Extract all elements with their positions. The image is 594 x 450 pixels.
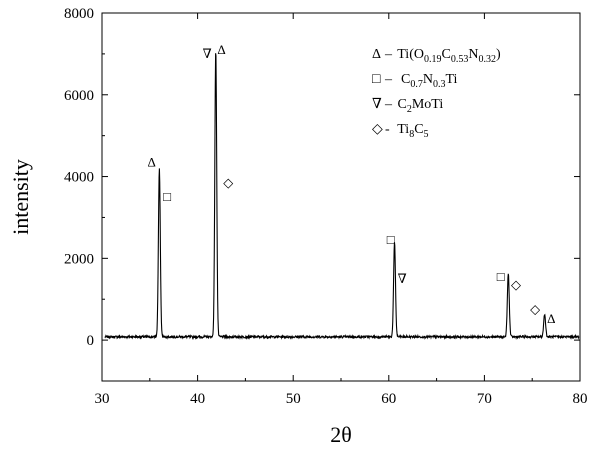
legend-label: C2MoTi: [394, 97, 443, 115]
legend-text-part: C: [441, 47, 450, 62]
legend-dash: –: [384, 97, 393, 112]
peak-marker: □: [497, 269, 505, 284]
legend-dash: –: [384, 47, 393, 62]
legend-subscript: 0.3: [433, 79, 446, 90]
legend-subscript: 2: [407, 104, 412, 115]
legend-dash: -: [385, 122, 390, 137]
legend-entry: □ – C0.7N0.3Ti: [372, 72, 458, 90]
legend-text-part: Ti: [394, 122, 409, 137]
axis-ticks: [101, 12, 581, 382]
y-tick-label: 0: [87, 333, 95, 349]
series-line: [104, 53, 580, 341]
legend-text-part: MoTi: [412, 97, 444, 112]
legend-subscript: 0.7: [410, 79, 423, 90]
peak-marker: ∇: [203, 46, 212, 61]
x-tick-label: 60: [381, 391, 396, 407]
legend-symbol: □: [372, 72, 381, 87]
y-axis-label: intensity: [8, 159, 33, 235]
peak-marker: Δ: [217, 42, 225, 57]
legend: Δ – Ti(O0.19C0.53N0.32)□ – C0.7N0.3Ti∇ – C2…: [372, 47, 501, 140]
peak-marker: □: [163, 189, 171, 204]
peak-marker: ◇: [530, 302, 540, 317]
legend-subscript: 0.53: [451, 54, 469, 65]
legend-subscript: 8: [409, 129, 414, 140]
y-tick-label: 4000: [64, 170, 94, 186]
legend-text-part: N: [468, 47, 478, 62]
legend-entry: ◇ - Ti8C5: [372, 122, 429, 140]
legend-text-part: ): [496, 47, 501, 62]
x-tick-label: 80: [573, 391, 588, 407]
peak-marker: ◇: [511, 277, 521, 292]
y-tick-label: 8000: [64, 6, 94, 22]
x-tick-label: 30: [95, 391, 110, 407]
legend-text-part: N: [423, 72, 433, 87]
legend-symbol: Δ: [372, 47, 381, 62]
legend-subscript: 5: [424, 129, 429, 140]
legend-entry: Δ – Ti(O0.19C0.53N0.32): [372, 47, 501, 65]
legend-text-part: C: [414, 122, 423, 137]
legend-subscript: 0.32: [478, 54, 496, 65]
legend-text-part: C: [394, 72, 410, 87]
legend-label: Ti8C5: [394, 122, 429, 140]
legend-entry: ∇ – C2MoTi: [372, 97, 443, 115]
x-tick-label: 50: [286, 391, 301, 407]
legend-dash: –: [384, 72, 393, 87]
peak-marker: ∇: [398, 271, 407, 286]
legend-label: Ti(O0.19C0.53N0.32): [394, 47, 501, 65]
peak-markers: Δ □ ∇ Δ ◇ □ ∇ □ ◇ ◇ Δ: [148, 42, 556, 326]
y-tick-label: 2000: [64, 251, 94, 267]
legend-label: C0.7N0.3Ti: [394, 72, 458, 90]
legend-symbol: ∇: [372, 97, 382, 112]
peak-marker: Δ: [547, 311, 555, 326]
peak-marker: □: [387, 232, 395, 247]
plot-frame: [101, 12, 581, 382]
axis-tick-labels: 30 40 50 60 70 80 0 2000 4000 6000 8000: [64, 6, 588, 407]
x-tick-label: 70: [477, 391, 492, 407]
legend-symbol: ◇: [372, 122, 383, 137]
legend-subscript: 0.19: [424, 54, 442, 65]
peak-marker: Δ: [148, 154, 156, 169]
legend-text-part: Ti(O: [394, 47, 424, 62]
legend-text-part: Ti: [445, 72, 457, 87]
peak-marker: ◇: [223, 175, 233, 190]
x-tick-label: 40: [190, 391, 205, 407]
y-tick-label: 6000: [64, 88, 94, 104]
x-axis-label: 2θ: [330, 422, 352, 447]
legend-text-part: C: [394, 97, 407, 112]
